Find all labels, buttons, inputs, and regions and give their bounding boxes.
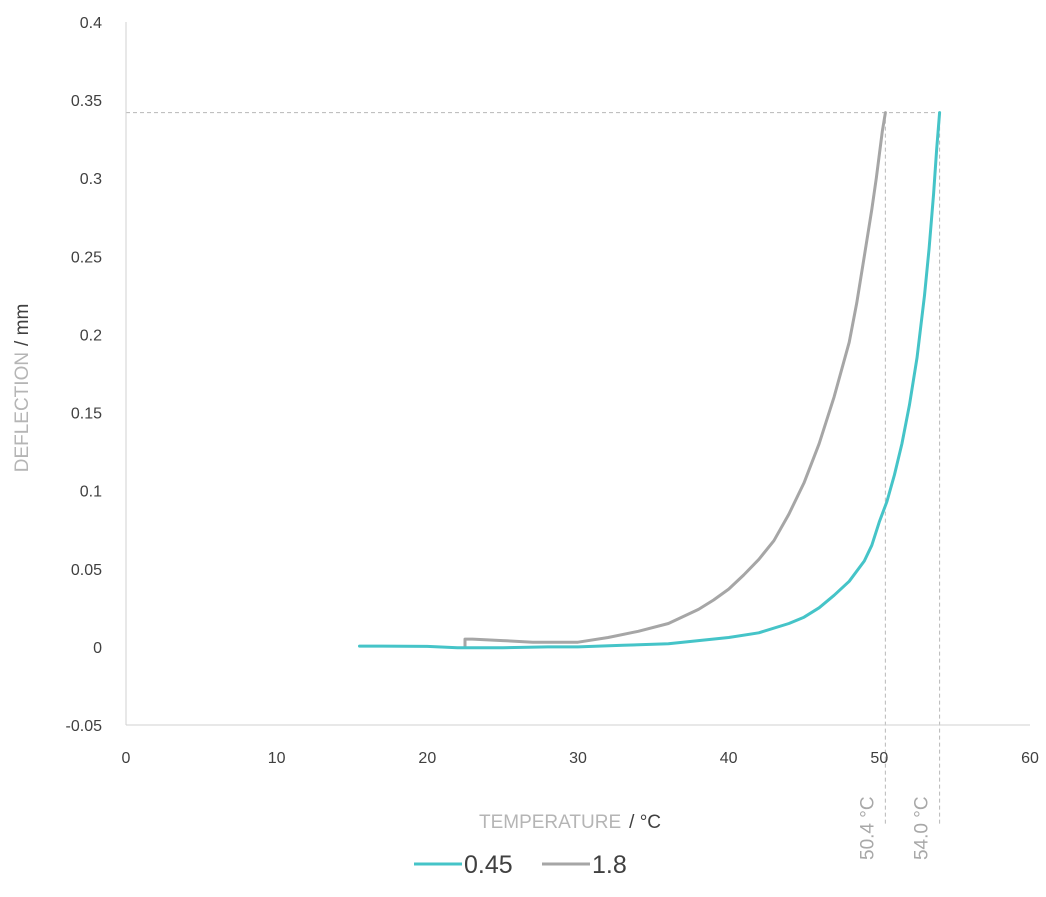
y-tick-label: 0 bbox=[93, 640, 102, 657]
y-axis-label: DEFLECTION bbox=[12, 352, 33, 472]
y-axis-title: DEFLECTION / mm bbox=[12, 304, 33, 473]
x-tick-label: 20 bbox=[418, 750, 436, 767]
temperature-annotation: 50.4 °C bbox=[857, 796, 878, 860]
x-tick-label: 10 bbox=[268, 750, 286, 767]
series-layer bbox=[358, 111, 942, 650]
x-tick-label: 50 bbox=[870, 750, 888, 767]
x-tick-label: 60 bbox=[1021, 750, 1039, 767]
y-tick-label: 0.15 bbox=[71, 406, 102, 423]
y-tick-label: 0.1 bbox=[80, 484, 102, 501]
x-tick-label: 40 bbox=[720, 750, 738, 767]
x-axis-title: TEMPERATURE / °C bbox=[479, 812, 661, 833]
x-tick-labels: 0 10 20 30 40 50 60 bbox=[122, 750, 1039, 767]
temperature-annotation: 54.0 °C bbox=[912, 796, 933, 860]
y-tick-label: 0.35 bbox=[71, 93, 102, 110]
y-tick-label: 0.2 bbox=[80, 327, 102, 344]
y-tick-label: 0.4 bbox=[80, 15, 102, 32]
y-tick-label: -0.05 bbox=[66, 718, 103, 735]
x-axis-label: TEMPERATURE bbox=[479, 812, 621, 833]
legend: 0.45 1.8 bbox=[414, 851, 627, 879]
y-tick-label: 0.05 bbox=[71, 562, 102, 579]
y-tick-labels: -0.05 0 0.05 0.1 0.15 0.2 0.25 0.3 0.35 0.4 bbox=[66, 15, 103, 735]
series-line bbox=[463, 111, 887, 649]
y-axis-unit: / mm bbox=[12, 304, 33, 346]
y-tick-label: 0.25 bbox=[71, 249, 102, 266]
axes bbox=[125, 22, 1030, 726]
x-tick-label: 0 bbox=[122, 750, 131, 767]
y-tick-label: 0.3 bbox=[80, 171, 102, 188]
legend-label: 0.45 bbox=[464, 851, 513, 879]
x-tick-label: 30 bbox=[569, 750, 587, 767]
annotation-labels: 50.4 °C 54.0 °C bbox=[857, 796, 932, 860]
legend-label: 1.8 bbox=[592, 851, 627, 879]
series-line bbox=[358, 111, 942, 650]
reference-lines bbox=[126, 112, 941, 826]
x-axis-unit: / °C bbox=[629, 812, 661, 833]
